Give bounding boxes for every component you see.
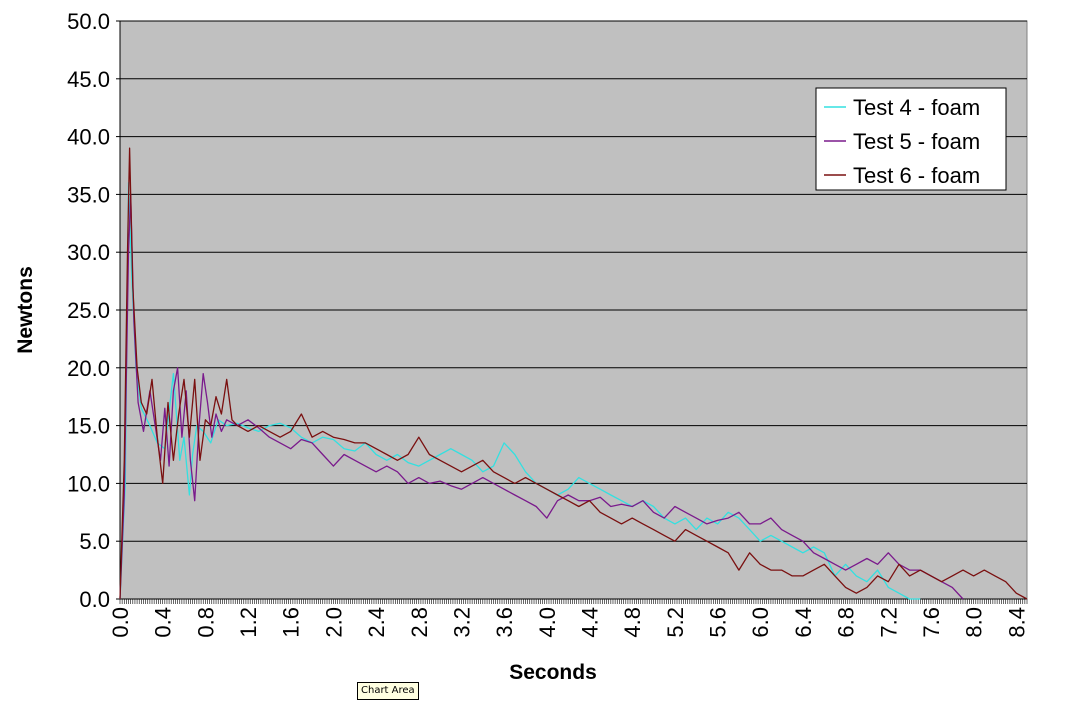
y-tick-label: 35.0 (67, 182, 110, 207)
x-tick-label: 7.2 (876, 607, 901, 638)
x-tick-label: 4.8 (620, 607, 645, 638)
x-tick-label: 0.0 (108, 607, 133, 638)
y-tick-label: 30.0 (67, 240, 110, 265)
x-tick-label: 0.4 (151, 607, 176, 638)
x-tick-label: 8.4 (1004, 607, 1029, 638)
y-tick-label: 0.0 (79, 587, 110, 612)
x-tick-label: 7.6 (919, 607, 944, 638)
legend: Test 4 - foam Test 5 - foam Test 6 - foam (815, 87, 1007, 191)
x-tick-label: 2.8 (407, 607, 432, 638)
x-axis-title: Seconds (509, 661, 597, 684)
y-axis-title: Newtons (14, 266, 37, 354)
x-tick-label: 4.0 (535, 607, 560, 638)
x-tick-label: 6.0 (748, 607, 773, 638)
y-axis: 0.0 5.0 10.0 15.0 20.0 25.0 30.0 35.0 40.0 45.0 50… (67, 9, 121, 612)
x-tick-label: 2.4 (364, 607, 389, 638)
legend-label: Test 5 - foam (853, 129, 980, 154)
x-tick-label: 1.6 (279, 607, 304, 638)
x-tick-label: 5.2 (663, 607, 688, 638)
legend-label: Test 4 - foam (853, 95, 980, 120)
x-tick-label: 0.8 (193, 607, 218, 638)
x-tick-label: 3.6 (492, 607, 517, 638)
y-tick-label: 15.0 (67, 414, 110, 439)
x-tick-label: 8.0 (962, 607, 987, 638)
x-tick-label: 6.4 (791, 607, 816, 638)
y-tick-label: 25.0 (67, 298, 110, 323)
y-tick-label: 40.0 (67, 125, 110, 150)
x-tick-label: 4.4 (578, 607, 603, 638)
x-tick-label: 5.6 (706, 607, 731, 638)
legend-label: Test 6 - foam (853, 163, 980, 188)
y-tick-label: 5.0 (79, 529, 110, 554)
chart-area-tooltip: Chart Area (357, 682, 419, 700)
y-tick-label: 50.0 (67, 9, 110, 34)
y-tick-label: 20.0 (67, 356, 110, 381)
legend-box (815, 87, 1007, 191)
x-axis: 0.0 0.4 0.8 1.2 1.6 2.0 2.4 2.8 3.2 3.6 4.0 4.4 4.8 5… (108, 598, 1029, 638)
series-line-6 (119, 147, 1028, 600)
x-tick-label: 1.2 (236, 607, 261, 638)
series-lines (119, 147, 1028, 600)
series-line-4 (119, 182, 921, 600)
x-tick-label: 3.2 (449, 607, 474, 638)
x-tick-label: 6.8 (834, 607, 859, 638)
y-tick-label: 10.0 (67, 471, 110, 496)
x-tick-label: 2.0 (321, 607, 346, 638)
y-tick-label: 45.0 (67, 67, 110, 92)
